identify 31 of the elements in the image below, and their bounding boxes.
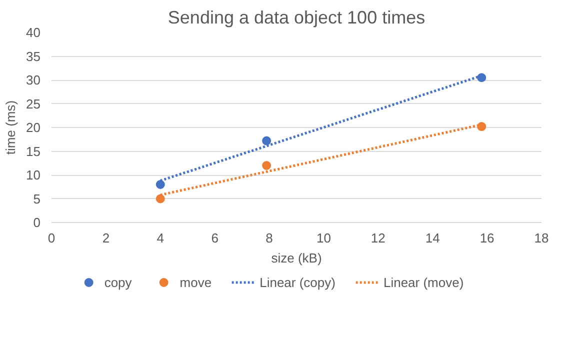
x-tick-label: 16 [480, 230, 494, 246]
y-tick-label: 40 [26, 25, 41, 40]
x-tick-label: 0 [48, 230, 56, 246]
point [156, 194, 165, 204]
point [477, 122, 486, 132]
y-tick-label: 0 [33, 215, 41, 230]
x-tick-label: 2 [102, 230, 110, 246]
chart-title: Sending a data object 100 times [168, 8, 426, 28]
x-tick-label: 4 [156, 230, 164, 246]
x-tick-label: 14 [425, 230, 440, 246]
y-tick-label: 25 [26, 96, 41, 112]
x-tick-label: 6 [211, 230, 218, 246]
y-tick-label: 15 [26, 144, 41, 159]
x-tick-label: 10 [316, 230, 331, 246]
legend-label: copy [104, 274, 132, 290]
y-tick-label: 5 [33, 191, 41, 206]
point [262, 161, 272, 170]
legend-label: move [180, 274, 212, 290]
x-tick-label: 8 [266, 230, 273, 246]
x-axis-title: size (kB) [271, 250, 322, 266]
y-tick-label: 20 [26, 120, 41, 135]
legend-label: Linear (copy) [260, 274, 336, 290]
x-tick-label: 18 [534, 230, 549, 246]
point [262, 136, 272, 146]
y-axis-title: time (ms) [3, 100, 18, 155]
y-tick-label: 35 [26, 48, 41, 64]
legend-label: Linear (move) [383, 274, 464, 290]
y-tick-label: 10 [26, 168, 41, 182]
point [156, 180, 165, 189]
x-tick-label: 12 [370, 230, 386, 246]
y-tick-label: 30 [26, 72, 41, 88]
